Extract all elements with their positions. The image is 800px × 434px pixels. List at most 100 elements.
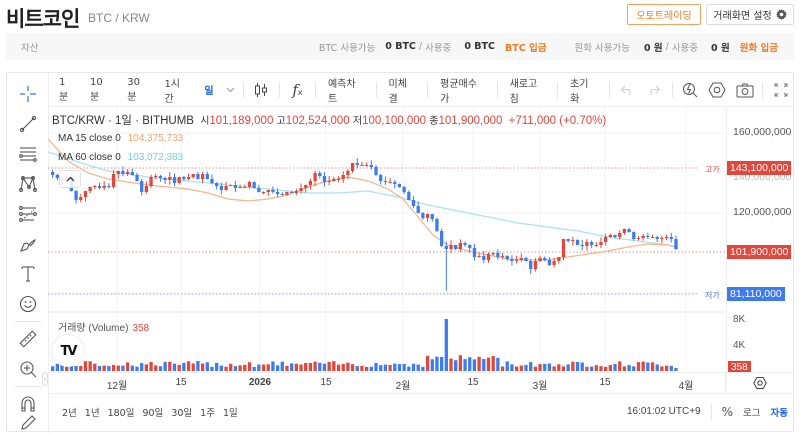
open-value: 101,189,000 — [209, 115, 274, 127]
time-tick: 3월 — [532, 381, 548, 392]
interval-day[interactable]: 일 — [204, 86, 214, 97]
open-orders-button[interactable]: 미체결 — [388, 78, 407, 105]
separator: / — [418, 41, 423, 52]
toolbar-divider — [671, 81, 673, 98]
magnet-icon[interactable] — [15, 391, 41, 417]
settings-hex-icon[interactable] — [704, 73, 731, 107]
tradingview-logo[interactable]: TV — [52, 335, 84, 367]
high-tag-label: 고가 — [705, 165, 720, 174]
time-axis[interactable]: 12월 15 2026 15 2월 15 3월 15 4월 — [48, 372, 725, 392]
open-label: 시 — [200, 116, 210, 127]
pattern-icon[interactable] — [15, 171, 41, 197]
btc-available-value: 0 BTC — [385, 41, 416, 52]
page-header: 비트코인 BTC / KRW 오토트레이딩 거래화면 설정 — [0, 0, 800, 32]
screen-settings-label: 거래화면 설정 — [713, 11, 772, 22]
btc-deposit-link[interactable]: BTC 입금 — [504, 42, 547, 54]
time-tick: 15 — [599, 377, 611, 388]
coin-name: 비트코인 — [6, 7, 80, 31]
ma60-legend: MA 60 close 0 103,072,383 — [58, 152, 183, 163]
price-tick: 160,000,000 — [733, 126, 792, 138]
close-label: 종 — [429, 116, 439, 127]
axis-settings-button[interactable] — [725, 372, 793, 393]
ruler-icon[interactable] — [15, 326, 41, 352]
krw-deposit-link[interactable]: 원화 입금 — [739, 42, 778, 54]
undo-icon[interactable] — [614, 73, 641, 107]
range-1w[interactable]: 1주 — [200, 407, 215, 419]
toolbar-divider — [375, 81, 377, 98]
range-1d[interactable]: 1일 — [222, 407, 238, 419]
candlestick-icon[interactable] — [248, 73, 275, 107]
range-2y[interactable]: 2년 — [62, 407, 77, 419]
toolbar-divider — [762, 81, 763, 98]
redo-icon[interactable] — [641, 73, 668, 107]
zoom-in-icon[interactable] — [15, 356, 41, 382]
toolbar-divider — [557, 81, 559, 98]
ma15-label: MA 15 close 0 — [58, 133, 121, 144]
reset-button[interactable]: 초기화 — [570, 78, 589, 105]
pencil-icon[interactable] — [15, 415, 41, 431]
low-label: 저 — [352, 116, 363, 127]
volume-tick: 4K — [733, 340, 746, 351]
chevron-down-icon[interactable] — [222, 73, 239, 107]
trend-line-icon[interactable] — [15, 111, 41, 137]
krw-in-use-label: 사용중 — [671, 42, 699, 54]
range-30d[interactable]: 30일 — [171, 407, 193, 419]
brush-icon[interactable] — [15, 231, 41, 257]
krw-in-use-value: 0 원 — [711, 42, 730, 54]
volume-title: 거래량 (Volume) 358 — [58, 319, 149, 334]
range-1y[interactable]: 1년 — [84, 407, 100, 419]
avg-buy-price-button[interactable]: 평균매수가 — [440, 78, 477, 105]
auto-toggle[interactable]: 자동 — [770, 407, 788, 419]
low-value: 100,100,000 — [362, 115, 427, 127]
candles — [51, 158, 678, 291]
interval-30min[interactable]: 30분 — [127, 76, 140, 103]
assets-bar: 자산 BTC 사용가능 0 BTC / 사용중 0 BTC BTC 입금 원화 … — [6, 33, 794, 60]
range-180d[interactable]: 180일 — [107, 407, 135, 419]
ma60-label: MA 60 close 0 — [58, 152, 121, 163]
krw-available-label: 원화 사용가능 — [574, 42, 630, 54]
price-axis[interactable] — [726, 108, 794, 385]
crosshair-icon[interactable] — [15, 81, 41, 107]
percent-toggle[interactable]: % — [721, 404, 734, 419]
low-tag-label: 저가 — [705, 291, 720, 300]
quick-search-icon[interactable] — [677, 73, 704, 107]
fullscreen-icon[interactable] — [767, 73, 794, 107]
collapse-legend-button[interactable] — [59, 170, 81, 188]
low-price-tag: 81,110,000 — [727, 287, 785, 301]
range-90d[interactable]: 90일 — [142, 407, 164, 419]
side-panel-handle[interactable]: ‹ — [42, 372, 48, 386]
drawing-toolbar — [7, 73, 49, 433]
log-toggle[interactable]: 로그 — [743, 407, 761, 419]
auto-trading-button[interactable]: 오토트레이딩 — [627, 4, 701, 25]
price-chart[interactable] — [48, 107, 725, 372]
price-tick: 120,000,000 — [733, 206, 792, 218]
interval-10min[interactable]: 10분 — [90, 76, 103, 103]
assets-label: 자산 — [21, 42, 39, 54]
interval-1min[interactable]: 1분 — [59, 76, 69, 103]
symbol-label: BTC/KRW · 1일 · BITHUMB — [52, 115, 194, 127]
interval-1hour[interactable]: 1시간 — [164, 78, 180, 105]
volume-label: 거래량 (Volume) — [58, 323, 129, 334]
settings-hex-icon — [752, 377, 767, 389]
fib-retracement-icon[interactable] — [15, 201, 41, 227]
horizontal-lines-icon[interactable] — [15, 141, 41, 167]
emoji-icon[interactable] — [15, 291, 41, 317]
time-tick: 4월 — [678, 381, 694, 392]
toolbar-divider — [315, 81, 316, 98]
camera-icon[interactable] — [731, 73, 758, 107]
time-tick: 2월 — [395, 381, 411, 392]
screen-settings-button[interactable]: 거래화면 설정 — [706, 4, 794, 25]
toolbar-divider — [242, 81, 244, 98]
forecast-chart-button[interactable]: 예측차트 — [327, 78, 356, 105]
bottom-divider — [710, 403, 712, 420]
btc-available-label: BTC 사용가능 — [318, 42, 376, 54]
ohlc-legend: BTC/KRW · 1일 · BITHUMB 시101,189,000 고102… — [52, 112, 606, 128]
current-price-tag: 101,900,000 — [727, 245, 792, 259]
time-tick: 15 — [320, 377, 332, 388]
high-label: 고 — [276, 116, 286, 127]
text-icon[interactable] — [15, 261, 41, 287]
refresh-button[interactable]: 새로고침 — [509, 78, 538, 105]
